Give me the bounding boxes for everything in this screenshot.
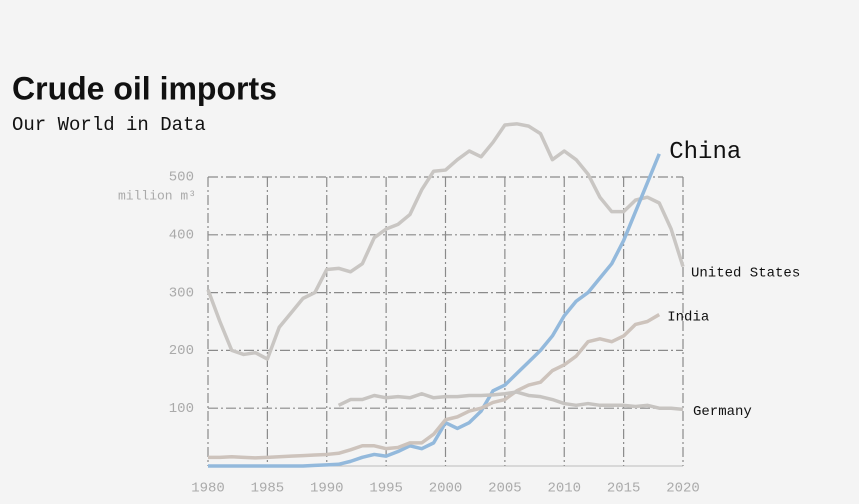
series-label: India bbox=[667, 309, 709, 325]
x-tick-label: 2005 bbox=[488, 481, 522, 497]
y-tick-label: 500 bbox=[169, 170, 194, 186]
series-label: United States bbox=[691, 265, 800, 281]
chart-title: Crude oil imports bbox=[12, 70, 277, 106]
series-label: Germany bbox=[693, 404, 752, 420]
x-tick-label: 1995 bbox=[369, 481, 403, 497]
series-line bbox=[208, 153, 661, 468]
series-label: China bbox=[669, 139, 741, 166]
x-tick-label: 2000 bbox=[429, 481, 463, 497]
x-tick-label: 1980 bbox=[191, 481, 225, 497]
y-tick-label: 300 bbox=[169, 285, 194, 301]
y-unit: million m³ bbox=[118, 188, 196, 203]
x-tick-label: 2015 bbox=[607, 481, 641, 497]
x-tick-label: 2010 bbox=[547, 481, 581, 497]
series-line bbox=[206, 122, 685, 361]
y-tick-label: 200 bbox=[169, 343, 194, 359]
series-line bbox=[208, 313, 661, 460]
y-tick-label: 100 bbox=[169, 401, 194, 417]
y-tick-label: 400 bbox=[169, 228, 194, 244]
series-line bbox=[337, 390, 684, 412]
x-tick-label: 2020 bbox=[666, 481, 700, 497]
chart-subtitle: Our World in Data bbox=[12, 114, 206, 136]
x-tick-label: 1990 bbox=[310, 481, 344, 497]
x-tick-label: 1985 bbox=[251, 481, 285, 497]
